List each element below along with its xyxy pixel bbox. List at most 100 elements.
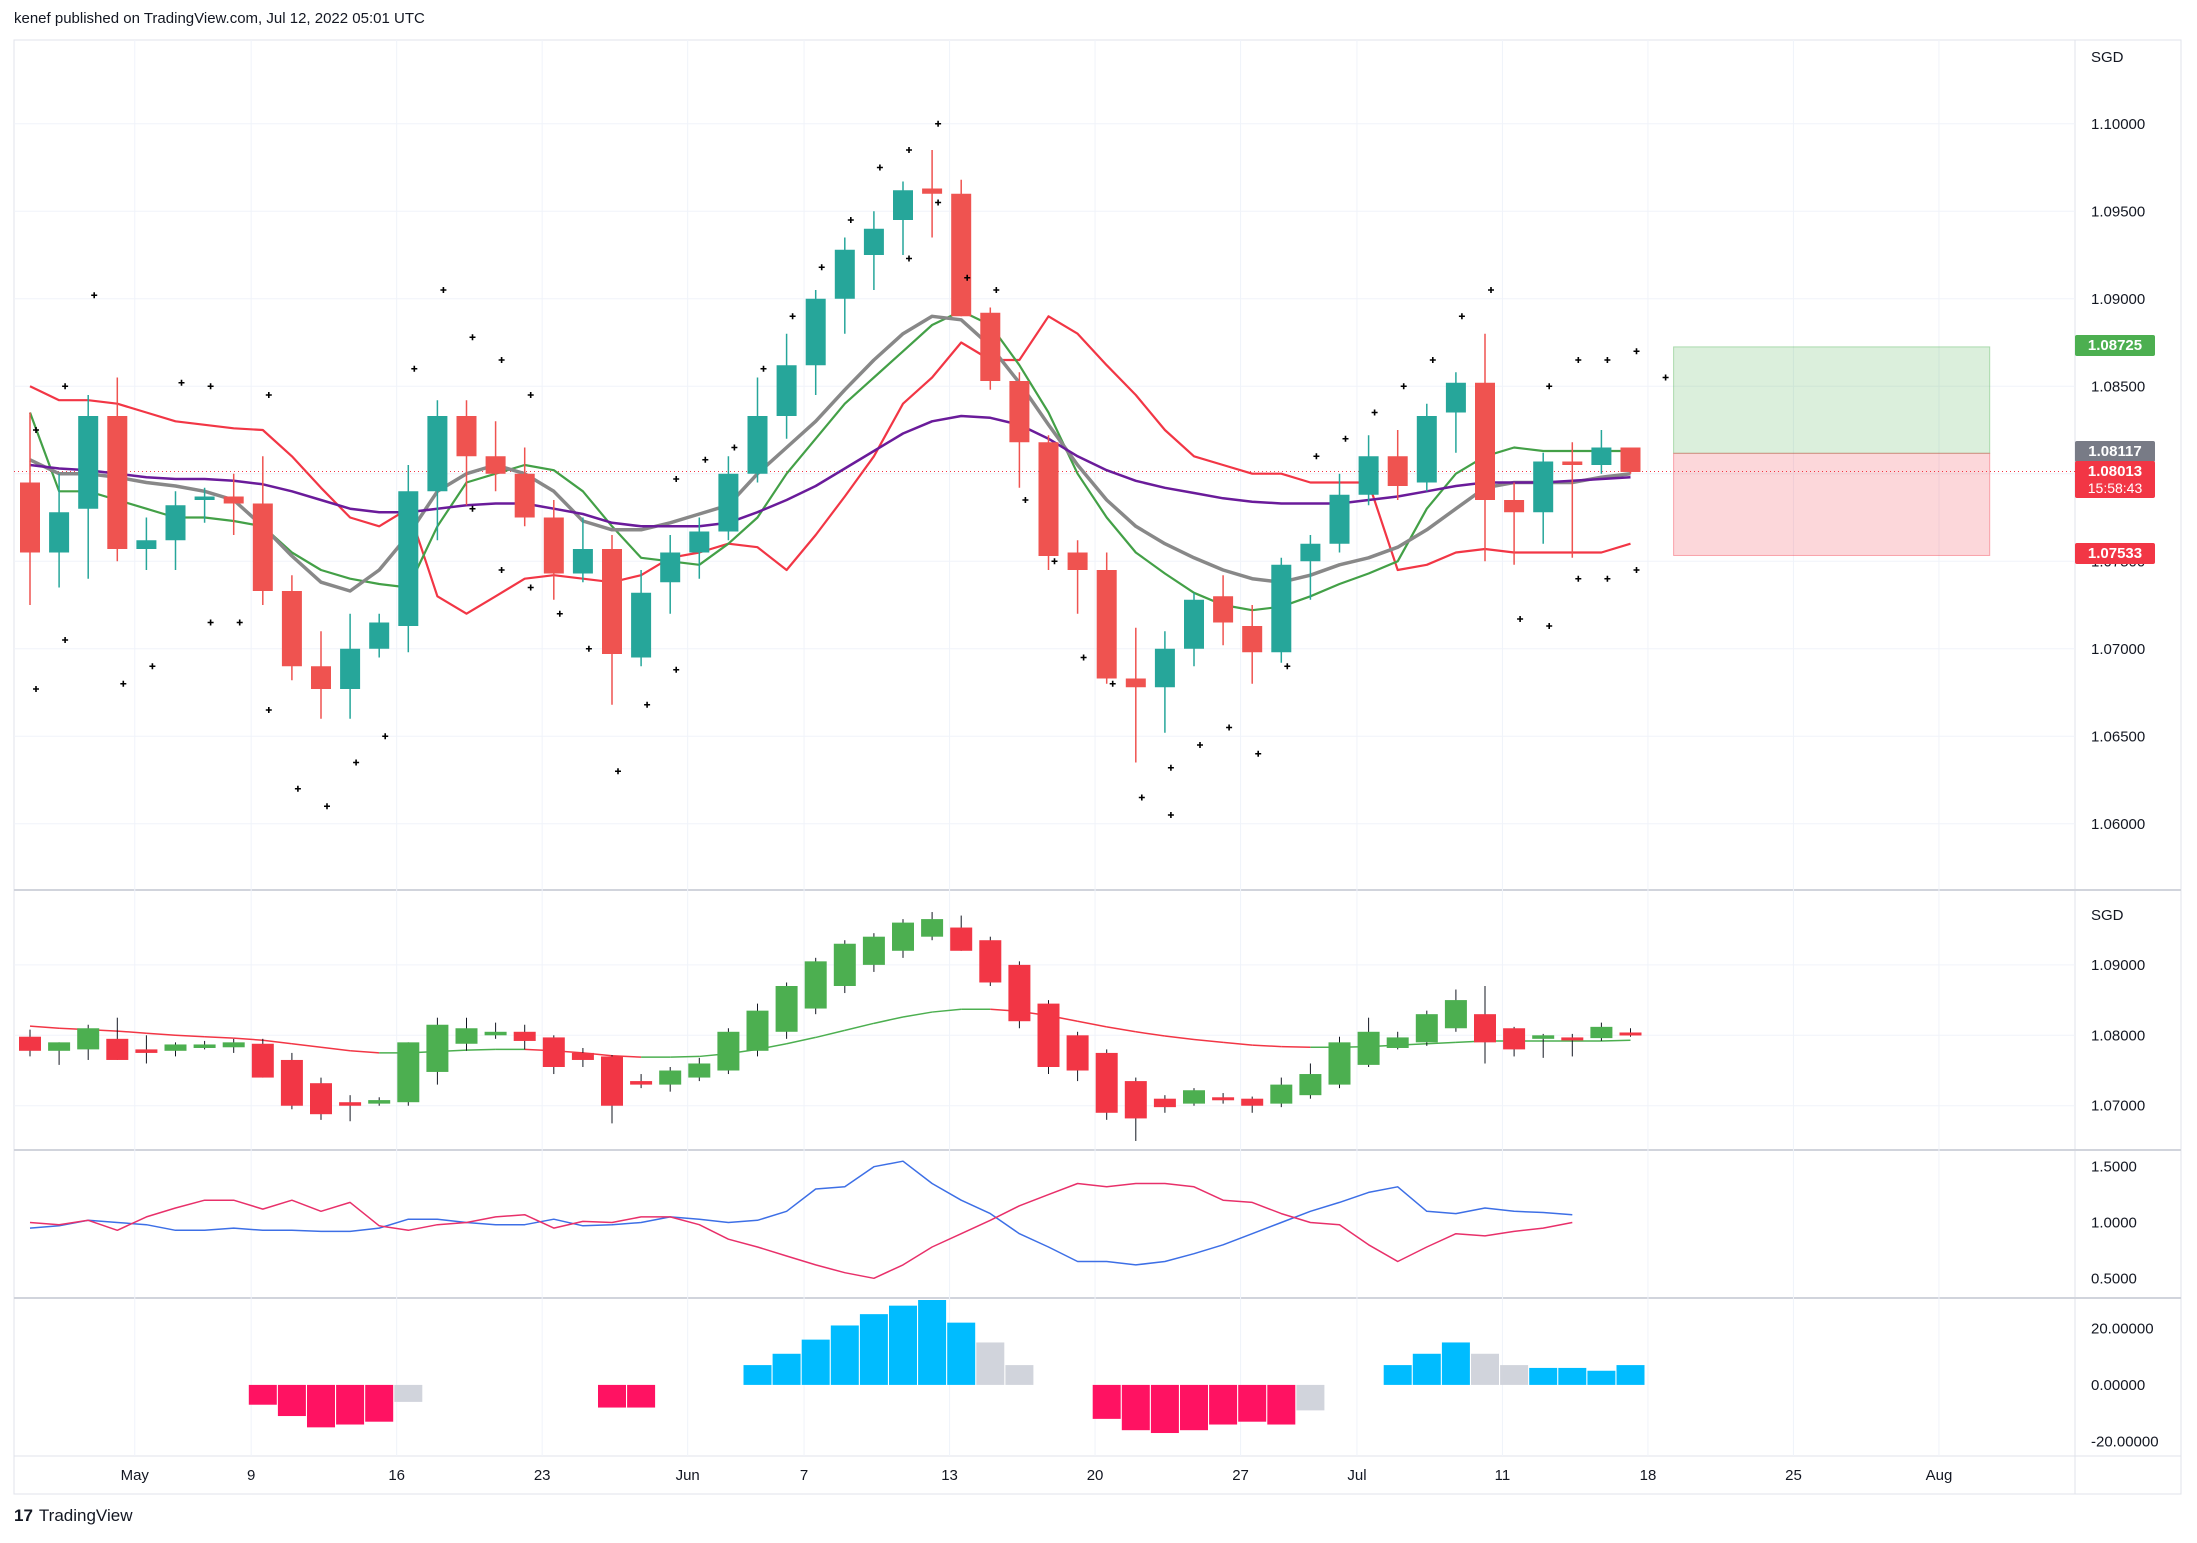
- psar-dot: [1575, 357, 1582, 363]
- candle-body: [602, 549, 622, 654]
- tradingview-brand[interactable]: 17 TradingView: [14, 1506, 132, 1526]
- ha-body: [1066, 1035, 1089, 1071]
- profit-zone: [1673, 346, 1991, 454]
- ha-body: [397, 1042, 420, 1103]
- psar-dot: [1255, 750, 1262, 757]
- ha-ma-segment: [146, 1032, 176, 1037]
- ha-ma-segment: [466, 1048, 496, 1051]
- psar-dot: [906, 147, 912, 153]
- publish-info: kenef published on TradingView.com, Jul …: [14, 10, 425, 27]
- candle-body: [281, 591, 302, 667]
- ha-body: [1124, 1081, 1147, 1119]
- candle-body: [311, 666, 331, 689]
- candle-body: [1271, 564, 1292, 653]
- ha-body: [1270, 1084, 1293, 1104]
- psar-dot: [411, 365, 418, 372]
- candle-body: [427, 416, 448, 492]
- psar-dot: [1575, 575, 1582, 582]
- series-blue-line: [29, 1160, 1573, 1266]
- histogram-bar: [1412, 1353, 1441, 1385]
- psar-dot: [527, 584, 534, 591]
- psar-dot: [585, 645, 592, 652]
- time-axis-label: 13: [941, 1467, 958, 1484]
- candle-body: [1096, 570, 1117, 679]
- ha-body: [222, 1042, 245, 1048]
- price-axis-label: 1.09500: [2091, 203, 2145, 220]
- psar-dot: [1429, 357, 1436, 363]
- ha-body: [1328, 1042, 1351, 1085]
- psar-dot: [120, 680, 127, 687]
- ha-ma-segment: [1281, 1045, 1311, 1049]
- histogram-bar: [1005, 1365, 1034, 1385]
- psar-dot: [527, 392, 534, 398]
- ha-body: [1619, 1032, 1642, 1036]
- psar-dot: [1604, 575, 1611, 582]
- psar-dot: [1197, 742, 1203, 748]
- ha-body: [77, 1028, 100, 1050]
- candle-body: [1125, 678, 1146, 688]
- psar-dot: [469, 334, 476, 341]
- ha-body: [339, 1102, 362, 1106]
- ha-ma-segment: [204, 1035, 234, 1039]
- histogram-bar: [1121, 1384, 1150, 1431]
- tradingview-logo-icon: 17: [14, 1506, 33, 1525]
- price-axis-label: 1.10000: [2091, 116, 2145, 133]
- series-pink-line: [29, 1182, 1573, 1280]
- stop-price-label: 1.07533: [2075, 543, 2155, 565]
- histogram-bar: [1616, 1365, 1645, 1385]
- psar-dot: [993, 287, 1000, 293]
- ha-body: [455, 1028, 478, 1044]
- psar-dot: [556, 610, 563, 617]
- candle-body: [369, 622, 390, 649]
- ha-ma-segment: [873, 1016, 904, 1025]
- psar-dot: [207, 383, 214, 390]
- ha-ma-segment: [262, 1039, 292, 1045]
- candle-body: [1358, 456, 1379, 495]
- candle-body: [747, 416, 768, 474]
- psar-dot: [469, 505, 476, 512]
- psar-dot: [33, 686, 39, 692]
- time-axis-label: Jul: [1347, 1467, 1366, 1484]
- time-axis-label: 7: [800, 1467, 808, 1484]
- ha-body: [164, 1044, 187, 1051]
- ha-body: [1357, 1031, 1380, 1065]
- price-axis-label: -20.00000: [2091, 1434, 2159, 1451]
- candle-body: [340, 648, 361, 689]
- candle-body: [543, 517, 564, 574]
- psar-dot: [1022, 497, 1029, 503]
- ha-ma-segment: [233, 1037, 263, 1041]
- candle-body: [660, 552, 681, 583]
- brand-name: TradingView: [38, 1506, 133, 1525]
- histogram-bar: [627, 1384, 656, 1408]
- ha-ma-segment: [117, 1030, 147, 1034]
- candle-body: [1067, 552, 1088, 570]
- ha-ma-segment: [670, 1055, 700, 1058]
- psar-dot: [498, 567, 505, 573]
- ha-body: [1008, 964, 1031, 1022]
- histogram-bar: [859, 1314, 888, 1385]
- ha-ma-segment: [611, 1054, 642, 1058]
- ha-ma-segment: [1193, 1038, 1224, 1044]
- ha-body: [484, 1031, 507, 1036]
- time-axis-label: Jun: [676, 1467, 700, 1484]
- candle-body: [398, 491, 419, 626]
- ha-body: [1444, 1000, 1467, 1029]
- time-axis-label: 20: [1087, 1467, 1104, 1484]
- candle-body: [863, 228, 884, 255]
- psar-dot: [1458, 313, 1465, 320]
- psar-dot: [1546, 623, 1553, 629]
- histogram-bar: [1209, 1384, 1238, 1425]
- target-price-label: 1.08725: [2075, 334, 2155, 356]
- ha-ma-segment: [815, 1029, 845, 1039]
- price-axis-label: 1.0000: [2091, 1215, 2137, 1232]
- time-axis-label: 18: [1640, 1467, 1657, 1484]
- price-axis-label: 20.00000: [2091, 1320, 2154, 1337]
- candle-body: [689, 531, 710, 553]
- psar-dot: [91, 292, 98, 299]
- candle-body: [1591, 447, 1612, 465]
- histogram-bar: [598, 1384, 626, 1408]
- psar-dot: [1633, 567, 1640, 573]
- ha-body: [717, 1031, 740, 1071]
- candle-body: [49, 512, 70, 553]
